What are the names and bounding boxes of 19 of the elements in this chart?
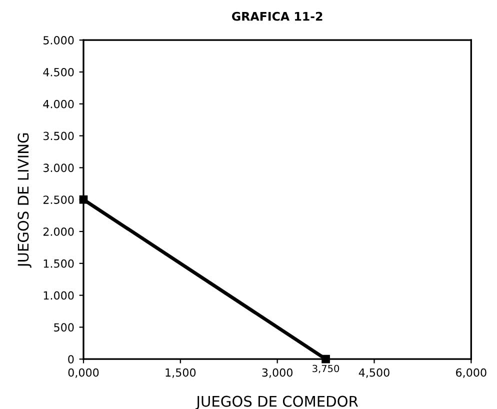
y-tick-label: 2.500 bbox=[43, 196, 74, 204]
y-tick-label: 4.000 bbox=[43, 100, 74, 108]
y-tick-label: 5.000 bbox=[44, 36, 74, 44]
x-tick-label: 3,000 bbox=[262, 368, 292, 378]
y-tick-label: 2.000 bbox=[43, 227, 74, 236]
x-tick-label: 1,500 bbox=[166, 368, 196, 378]
y-tick-label: 500 bbox=[54, 323, 74, 332]
y-tick-label: 3.000 bbox=[44, 164, 74, 172]
x-tick-label: 6,000 bbox=[456, 368, 486, 378]
y-tick-label: 3.500 bbox=[44, 132, 74, 140]
chart-title: GRAFICA 11-2 bbox=[232, 12, 322, 21]
y-tick-label: 1.000 bbox=[44, 291, 74, 300]
annotation: 3,750 bbox=[312, 364, 340, 374]
y-tick-label: 1.500 bbox=[44, 259, 74, 268]
y-axis-title: JUEGOS DE LIVING bbox=[18, 133, 32, 268]
x-tick-label: 4,500 bbox=[358, 368, 390, 378]
x-tick-label: 0,000 bbox=[68, 368, 99, 378]
y-tick-label: 0 bbox=[68, 355, 74, 364]
y-tick-label: 4.500 bbox=[43, 68, 74, 76]
